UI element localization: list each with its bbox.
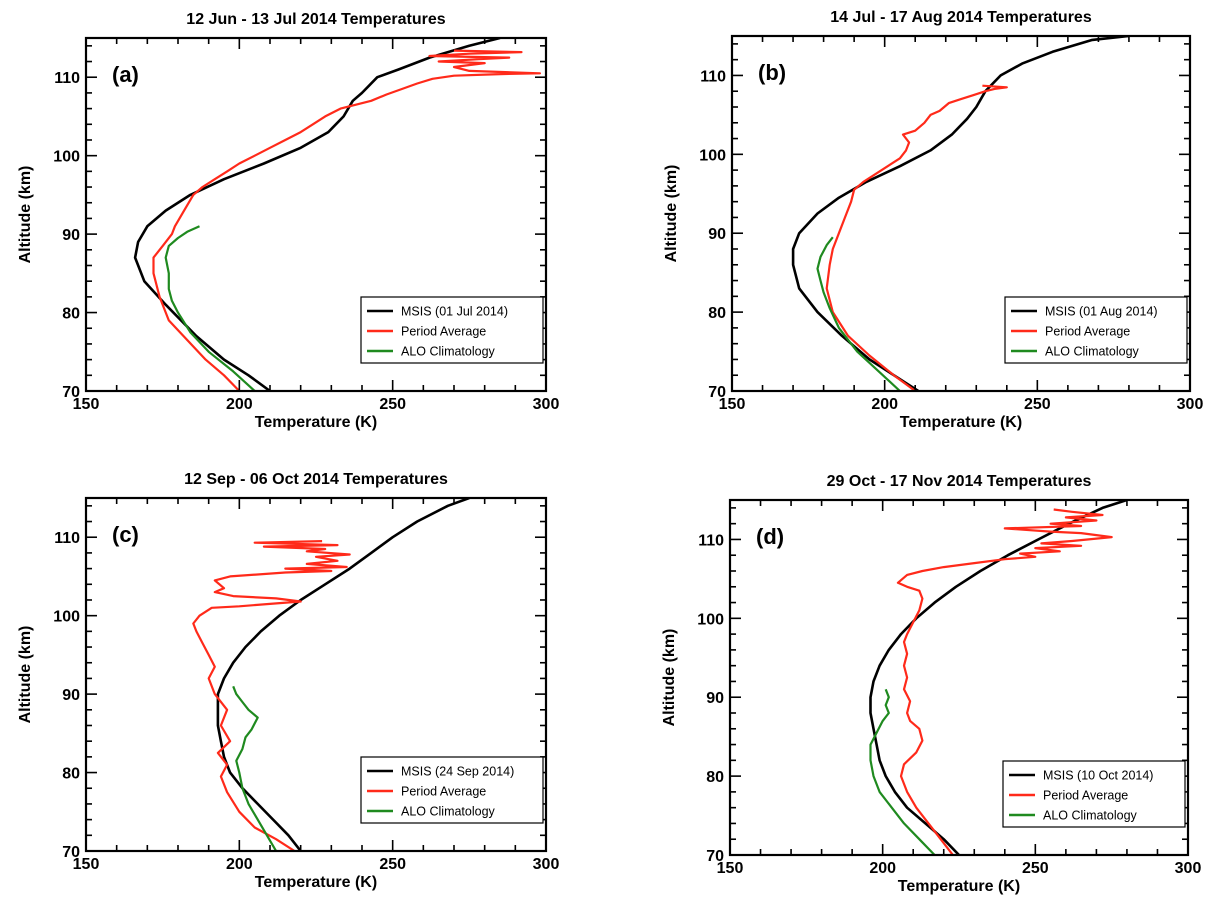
x-tick-label: 150 (73, 856, 100, 873)
chart-title: 12 Jun - 13 Jul 2014 Temperatures (186, 11, 445, 28)
chart-panel-1: 12 Jun - 13 Jul 2014 Temperatures 150 200 2… (17, 11, 559, 431)
x-axis-label: Temperature (K) (900, 414, 1022, 431)
x-tick-label: 250 (379, 856, 406, 873)
x-tick-label: 300 (1177, 396, 1204, 413)
legend-entry: ALO Climatology (401, 805, 496, 819)
legend-entry: MSIS (01 Jul 2014) (401, 305, 508, 319)
legend: MSIS (10 Oct 2014) Period Average ALO Clim… (1002, 760, 1186, 828)
legend-entry: ALO Climatology (401, 345, 496, 359)
x-tick-label: 200 (871, 396, 898, 413)
chart-title: 29 Oct - 17 Nov 2014 Temperatures (827, 473, 1092, 490)
series-line-msis (869, 500, 1128, 855)
y-tick-label: 80 (62, 306, 80, 323)
legend-entry: Period Average (401, 325, 486, 339)
y-axis-label: Altitude (km) (661, 629, 678, 727)
y-tick-label: 110 (54, 70, 80, 87)
y-tick-label: 80 (62, 766, 80, 783)
y-tick-label: 110 (54, 530, 80, 547)
legend: MSIS (01 Aug 2014) Period Average ALO Clim… (1004, 296, 1188, 364)
plot-frame (84, 496, 548, 853)
legend-entry: MSIS (10 Oct 2014) (1043, 769, 1153, 783)
series-line-period-average (192, 540, 351, 851)
series-line-alo-climatology (164, 225, 256, 391)
y-tick-label: 90 (62, 227, 80, 244)
series-line-period-average (152, 49, 541, 391)
y-tick-label: 100 (697, 611, 724, 628)
plot-frame (84, 36, 548, 393)
chart-title: 14 Jul - 17 Aug 2014 Temperatures (830, 9, 1092, 26)
y-tick-label: 90 (62, 687, 80, 704)
chart-panel-2: 14 Jul - 17 Aug 2014 Temperatures 150 200 2… (663, 9, 1203, 431)
panel-label: (c) (112, 522, 139, 547)
x-axis-label: Temperature (K) (255, 874, 377, 891)
y-tick-label: 70 (708, 384, 726, 401)
legend: MSIS (24 Sep 2014) Period Average ALO Clim… (360, 756, 544, 824)
x-tick-label: 300 (533, 396, 560, 413)
y-tick-label: 110 (700, 68, 726, 85)
x-tick-label: 200 (869, 860, 896, 877)
y-axis-label: Altitude (km) (17, 626, 34, 724)
legend-entry: Period Average (1045, 325, 1130, 339)
x-tick-label: 150 (719, 396, 746, 413)
chart-panel-4: 29 Oct - 17 Nov 2014 Temperatures 150 200 2… (661, 473, 1201, 895)
plot-frame (730, 34, 1192, 393)
legend-entry: ALO Climatology (1043, 809, 1138, 823)
series-line-msis (791, 36, 1130, 391)
y-tick-label: 100 (53, 149, 80, 166)
y-axis-label: Altitude (km) (663, 165, 680, 263)
y-tick-label: 70 (62, 844, 80, 861)
legend: MSIS (01 Jul 2014) Period Average ALO Clim… (360, 296, 544, 364)
x-tick-label: 200 (226, 856, 253, 873)
y-tick-label: 110 (698, 532, 724, 549)
x-axis-label: Temperature (K) (255, 414, 377, 431)
chart-panel-3: 12 Sep - 06 Oct 2014 Temperatures 150 200 2… (17, 471, 559, 891)
x-axis-label: Temperature (K) (898, 878, 1020, 895)
series-line-alo-climatology (869, 688, 936, 855)
plot-frame (728, 498, 1190, 857)
y-tick-label: 100 (53, 609, 80, 626)
x-tick-label: 250 (379, 396, 406, 413)
x-tick-label: 300 (1175, 860, 1202, 877)
series-line-alo-climatology (232, 685, 278, 851)
panel-label: (b) (758, 60, 786, 85)
y-tick-label: 70 (62, 384, 80, 401)
legend-entry: ALO Climatology (1045, 345, 1140, 359)
series-line-period-average (825, 84, 1008, 391)
x-tick-label: 200 (226, 396, 253, 413)
y-tick-label: 80 (706, 769, 724, 786)
y-tick-label: 80 (708, 305, 726, 322)
series-line-msis (133, 38, 501, 391)
x-tick-label: 150 (717, 860, 744, 877)
legend-entry: MSIS (01 Aug 2014) (1045, 305, 1158, 319)
y-tick-label: 90 (708, 226, 726, 243)
panel-label: (d) (756, 524, 784, 549)
y-tick-label: 100 (699, 147, 726, 164)
x-tick-label: 250 (1022, 860, 1049, 877)
legend-entry: MSIS (24 Sep 2014) (401, 765, 514, 779)
x-tick-label: 250 (1024, 396, 1051, 413)
series-line-alo-climatology (816, 236, 901, 391)
x-tick-label: 150 (73, 396, 100, 413)
series-line-msis (216, 498, 470, 851)
panel-label: (a) (112, 62, 139, 87)
legend-entry: Period Average (1043, 789, 1128, 803)
series-line-period-average (896, 508, 1113, 855)
chart-title: 12 Sep - 06 Oct 2014 Temperatures (184, 471, 448, 488)
legend-entry: Period Average (401, 785, 486, 799)
x-tick-label: 300 (533, 856, 560, 873)
y-tick-label: 90 (706, 690, 724, 707)
y-tick-label: 70 (706, 848, 724, 865)
y-axis-label: Altitude (km) (17, 166, 34, 264)
